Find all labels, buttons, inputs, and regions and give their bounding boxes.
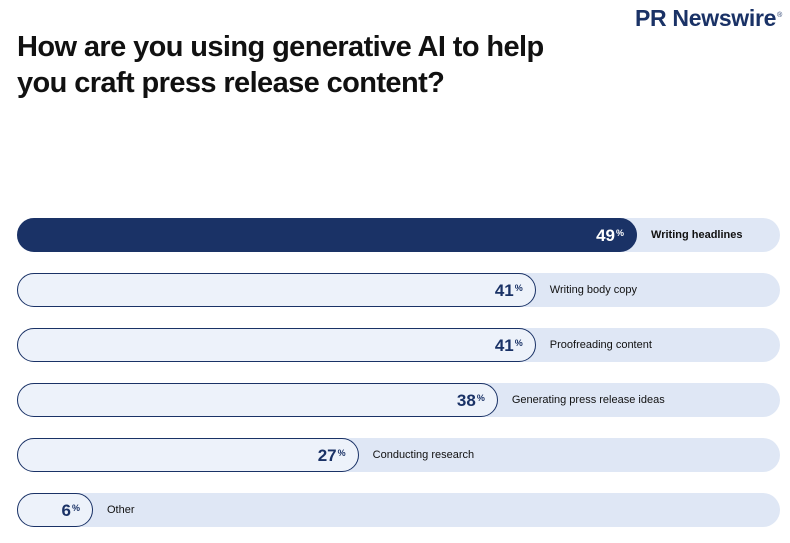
chart-title: How are you using generative AI to help … [17,31,544,99]
bar: 6% [17,493,93,527]
bar: 41% [17,273,536,307]
category-label: Proofreading content [549,339,652,351]
category-label: Conducting research [372,449,475,461]
bar-track [17,493,780,527]
data-label: 41% [494,281,523,300]
category-label: Other [107,504,135,516]
bar: 41% [17,328,536,362]
data-label: 38% [456,391,485,410]
data-label: 49% [596,226,625,245]
data-label: 6% [61,501,80,520]
pr-newswire-logo: PR Newswire® [634,5,782,31]
bar: 38% [17,383,498,417]
category-label: Generating press release ideas [511,394,665,406]
category-label: Writing headlines [651,229,743,241]
bar: 49% [17,218,638,252]
bar: 27% [17,438,359,472]
data-label: 27% [317,446,346,465]
category-label: Writing body copy [549,284,638,296]
data-label: 41% [494,336,523,355]
